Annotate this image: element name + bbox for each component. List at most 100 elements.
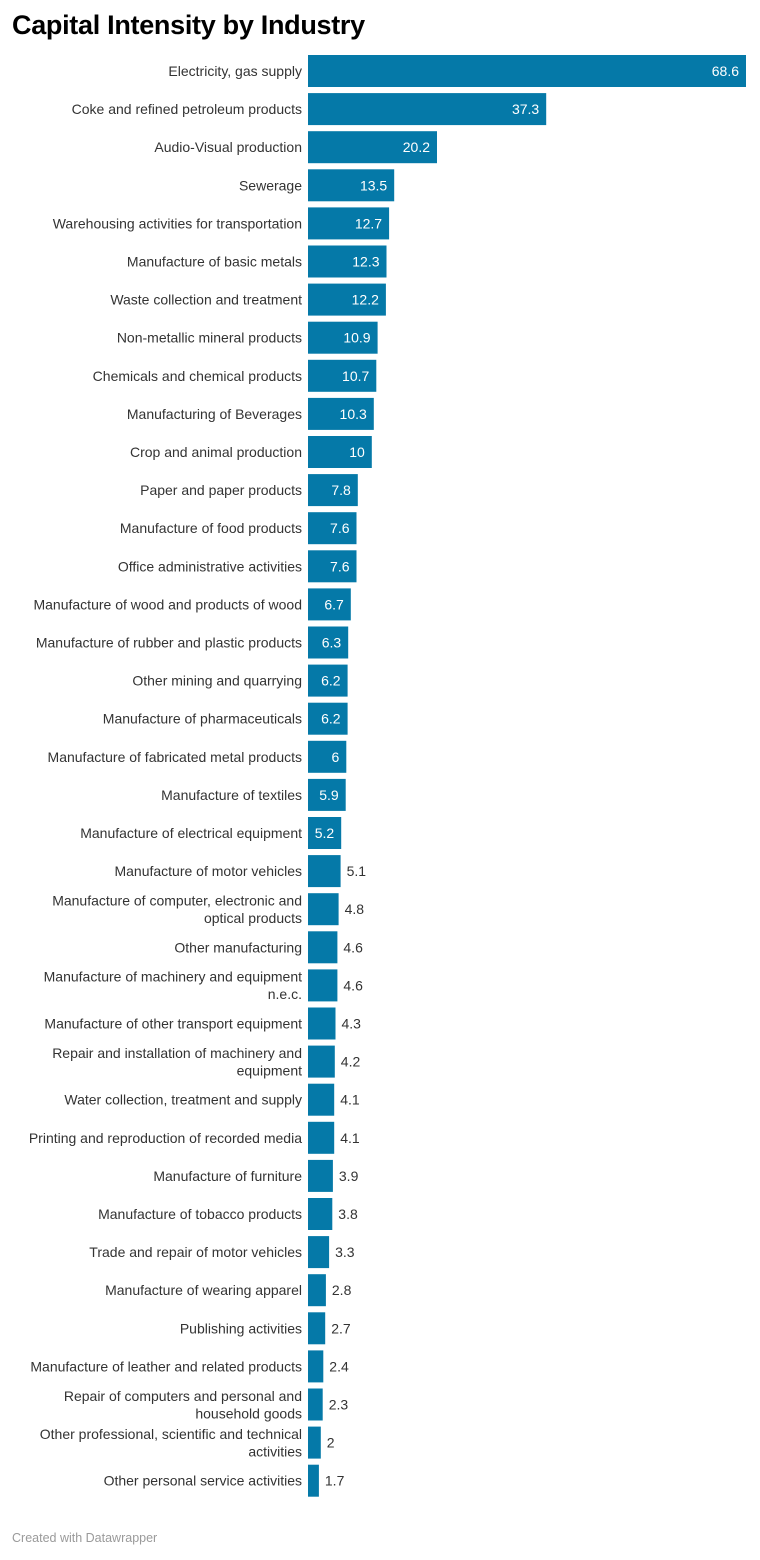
bar [308, 512, 357, 545]
bar [308, 1464, 319, 1497]
category-label: Coke and refined petroleum products [72, 101, 302, 117]
bar [308, 1159, 333, 1192]
value-label: 5.9 [319, 787, 339, 803]
value-label: 3.3 [335, 1244, 355, 1260]
bar [308, 436, 372, 468]
bar [308, 893, 339, 926]
bar [308, 1198, 333, 1230]
category-label: Sewerage [239, 177, 302, 193]
bar [308, 702, 348, 735]
category-label: Repair of computers and personal and hous… [64, 1388, 302, 1422]
bar [308, 55, 746, 87]
category-label: Manufacture of food products [120, 520, 302, 536]
chart-title: Capital Intensity by Industry [12, 10, 365, 40]
value-label: 7.6 [330, 558, 350, 574]
category-label: Repair and installation of machinery and… [52, 1045, 302, 1079]
bar [308, 855, 341, 888]
category-label: Non-metallic mineral products [117, 330, 302, 346]
category-label: Manufacture of electrical equipment [80, 825, 302, 841]
bar [308, 1121, 335, 1154]
category-label: Office administrative activities [118, 558, 302, 574]
value-label: 4.1 [340, 1092, 360, 1108]
value-label: 6 [332, 749, 340, 765]
bar [308, 1312, 326, 1345]
bar-chart: Electricity, gas supply 68.6 Coke and refi… [29, 55, 746, 1497]
value-label: 6.2 [321, 711, 341, 727]
bar [308, 931, 338, 964]
category-label: Other manufacturing [174, 939, 302, 955]
bar [308, 1045, 335, 1078]
value-label: 4.6 [343, 977, 363, 993]
value-label: 2 [327, 1435, 335, 1451]
value-label: 1.7 [325, 1473, 345, 1489]
category-label: Manufacture of wood and products of wood [33, 596, 302, 612]
value-label: 2.4 [329, 1358, 349, 1374]
value-label: 5.2 [315, 825, 335, 841]
value-label: 12.2 [352, 292, 379, 308]
category-label: Manufacture of furniture [153, 1168, 302, 1184]
category-label: Paper and paper products [140, 482, 302, 498]
category-label: Trade and repair of motor vehicles [89, 1244, 302, 1260]
category-label: Water collection, treatment and supply [64, 1092, 302, 1108]
value-label: 10.7 [342, 368, 369, 384]
bar [308, 778, 346, 811]
value-label: 12.3 [352, 254, 379, 270]
value-label: 13.5 [360, 177, 387, 193]
category-label: Manufacture of computer, electronic and o… [52, 893, 302, 927]
category-label: Publishing activities [180, 1320, 302, 1336]
bar [308, 1426, 321, 1459]
value-label: 2.3 [329, 1397, 349, 1413]
value-label: 6.3 [322, 635, 342, 651]
category-label: Other personal service activities [104, 1473, 302, 1489]
footer-credit: Created with Datawrapper [12, 1531, 158, 1545]
category-label: Manufacture of machinery and equipment n.… [44, 969, 302, 1003]
bar [308, 1388, 323, 1421]
category-label: Manufacture of pharmaceuticals [103, 711, 302, 727]
value-label: 10.3 [340, 406, 367, 422]
category-label: Other professional, scientific and techn… [40, 1426, 302, 1460]
bar [308, 207, 390, 240]
value-label: 10 [349, 444, 365, 460]
value-label: 4.2 [341, 1054, 361, 1070]
category-label: Manufacture of textiles [161, 787, 302, 803]
value-label: 7.6 [330, 520, 350, 536]
value-label: 4.8 [345, 901, 365, 917]
bar [308, 131, 437, 164]
value-label: 3.9 [339, 1168, 359, 1184]
value-label: 20.2 [403, 139, 430, 155]
category-label: Printing and reproduction of recorded me… [29, 1130, 302, 1146]
bar [308, 969, 338, 1002]
value-label: 6.7 [324, 596, 344, 612]
bar [308, 359, 377, 392]
value-label: 3.8 [338, 1206, 358, 1222]
category-label: Chemicals and chemical products [93, 368, 302, 384]
value-label: 4.3 [342, 1016, 362, 1032]
category-label: Other mining and quarrying [132, 673, 302, 689]
bar [308, 550, 357, 583]
bar [308, 93, 547, 126]
bar [308, 1007, 336, 1040]
bar [308, 740, 347, 773]
bar [308, 169, 395, 202]
bar [308, 1236, 330, 1269]
bar [308, 1083, 335, 1116]
category-label: Electricity, gas supply [168, 63, 302, 79]
category-label: Manufacture of rubber and plastic produc… [36, 635, 302, 651]
value-label: 10.9 [343, 330, 370, 346]
value-label: 5.1 [347, 863, 367, 879]
category-label: Manufacture of motor vehicles [114, 863, 302, 879]
bar [308, 1274, 326, 1307]
category-label: Manufacture of leather and related produ… [30, 1358, 302, 1374]
bar [308, 1350, 324, 1383]
bar [308, 817, 342, 849]
category-label: Manufacture of tobacco products [98, 1206, 302, 1222]
value-label: 68.6 [712, 63, 739, 79]
bar [308, 397, 374, 430]
bar [308, 245, 387, 278]
category-label: Audio-Visual production [154, 139, 302, 155]
category-label: Manufacture of other transport equipment [44, 1016, 302, 1032]
category-label: Manufacture of wearing apparel [105, 1282, 302, 1298]
value-label: 2.7 [331, 1320, 351, 1336]
value-label: 12.7 [355, 215, 382, 231]
category-label: Waste collection and treatment [110, 292, 302, 308]
